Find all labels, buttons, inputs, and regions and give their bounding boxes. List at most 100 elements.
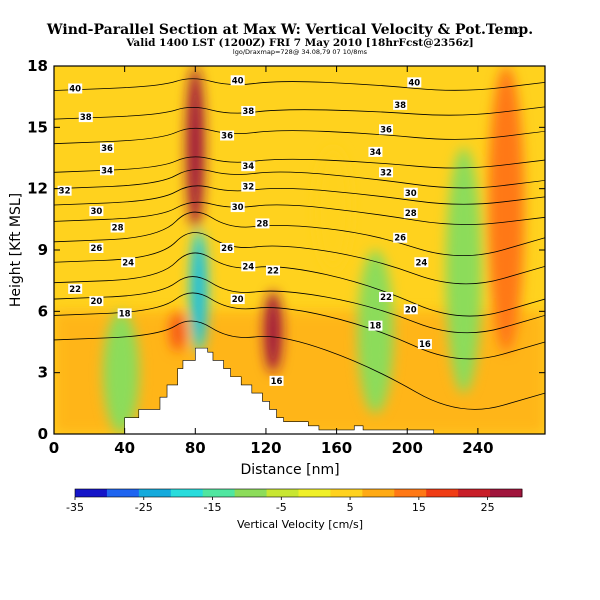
colorbar-segment — [266, 489, 299, 497]
contour-label: 18 — [370, 322, 382, 332]
contour-label-bg — [407, 77, 422, 88]
theta-contour-36 — [54, 127, 545, 145]
contour-label: 38 — [80, 113, 92, 123]
contour-label-bg — [266, 265, 281, 276]
colorbar-segment — [234, 489, 268, 497]
contour-label-bg — [230, 202, 245, 213]
contour-label-bg — [89, 206, 104, 217]
velocity-feature-rising — [488, 66, 525, 353]
contour-label-bg — [57, 185, 72, 196]
contour-label: 34 — [242, 162, 254, 172]
contour-label: 28 — [256, 219, 268, 229]
chart-title: Wind-Parallel Section at Max W: Vertical… — [46, 22, 533, 38]
colorbar-tick-label: 5 — [347, 501, 354, 514]
x-tick-label: 40 — [114, 439, 135, 457]
contour-label: 28 — [112, 224, 124, 234]
contour-label-bg — [255, 218, 270, 229]
contour-label: 36 — [101, 144, 113, 154]
x-tick-label: 200 — [392, 439, 423, 457]
contour-label: 24 — [242, 262, 254, 272]
contour-label-bg — [269, 375, 284, 386]
colorbar-segment — [426, 489, 459, 497]
y-tick-label: 6 — [38, 302, 48, 320]
velocity-feature-sink — [103, 311, 140, 434]
contour-label-bg — [68, 83, 83, 94]
colorbar-segment — [330, 489, 363, 497]
colorbar-segment — [298, 489, 331, 497]
contour-label: 26 — [221, 244, 233, 254]
velocity-feature-sink — [445, 147, 482, 394]
contour-label-bg — [403, 208, 418, 219]
contour-label-bg — [110, 222, 125, 233]
contour-label: 34 — [370, 148, 382, 158]
colorbar-segment — [170, 489, 204, 497]
contour-label-bg — [368, 146, 383, 157]
contour-label-bg — [393, 232, 408, 243]
contour-label-bg — [241, 261, 256, 272]
y-tick-label: 3 — [38, 364, 48, 382]
contour-label-bg — [403, 304, 418, 315]
contour-label: 40 — [232, 76, 244, 86]
contour-label: 32 — [242, 183, 254, 193]
theta-contour-16 — [54, 320, 545, 410]
velocity-core-updraft — [268, 297, 278, 366]
contour-label: 36 — [221, 132, 233, 142]
contour-label: 20 — [232, 295, 244, 305]
contour-label-bg — [99, 142, 114, 153]
x-tick-label: 120 — [250, 439, 281, 457]
contour-label-bg — [230, 75, 245, 86]
plot-area: 40 38 36 34 32 30 28 26 24 22 20 18 40 38 36 34 32 30 28 26… — [54, 66, 545, 434]
contour-label-bg — [393, 99, 408, 110]
contour-label: 24 — [122, 258, 134, 268]
contour-label-bg — [89, 242, 104, 253]
colorbar-segment — [106, 489, 140, 497]
contour-label-bg — [414, 257, 429, 268]
contour-label-bg — [379, 124, 394, 135]
contour-label-bg — [68, 283, 83, 294]
contour-label-bg — [99, 165, 114, 176]
x-tick-label: 160 — [321, 439, 352, 457]
chart-subtitle: Valid 1400 LST (1200Z) FRI 7 May 2010 [1… — [125, 37, 474, 49]
contour-label: 26 — [394, 234, 406, 244]
colorbar-segment — [138, 489, 172, 497]
theta-contour-22 — [54, 252, 545, 317]
x-tick-label: 80 — [185, 439, 206, 457]
velocity-core-updraft — [191, 79, 200, 216]
colorbar-tick-label: 15 — [412, 501, 426, 514]
colorbar: -35 -25 -15 -5 5 15 25 — [66, 488, 523, 514]
contour-label: 20 — [405, 305, 417, 315]
velocity-core-downdraft — [194, 239, 203, 342]
contour-label-bg — [241, 161, 256, 172]
contour-label: 36 — [380, 125, 392, 135]
colorbar-tick-label: -25 — [135, 501, 153, 514]
contour-label-bg — [403, 187, 418, 198]
contour-label: 38 — [394, 101, 406, 111]
chart-meta-line: lgo/Draxmap=728@ 34.08,79 07 10/8ms — [233, 48, 368, 56]
contour-label: 32 — [59, 187, 71, 197]
contour-label-bg — [121, 257, 136, 268]
theta-contour-18 — [54, 292, 545, 360]
x-axis-label: Distance [nm] — [240, 462, 339, 478]
contour-label: 18 — [119, 309, 131, 319]
contour-label: 16 — [419, 340, 431, 350]
colorbar-segment — [362, 489, 395, 497]
contour-label: 16 — [271, 377, 283, 387]
contour-label: 24 — [415, 258, 427, 268]
colorbar-segment — [458, 489, 491, 497]
title-mark: (C) — [512, 27, 522, 35]
theta-contour-20 — [54, 276, 545, 334]
contour-label: 22 — [380, 293, 392, 303]
theta-contour-32 — [54, 169, 545, 190]
y-tick-label: 12 — [27, 180, 48, 198]
colorbar-segment — [202, 489, 236, 497]
contour-label: 22 — [69, 285, 81, 295]
y-axis-label: Height [Kft MSL] — [8, 193, 24, 307]
theta-contour-28 — [54, 201, 545, 225]
velocity-feature-sink — [357, 250, 394, 414]
colorbar-tick-label: 25 — [481, 501, 495, 514]
contour-label-bg — [379, 292, 394, 303]
contour-label-bg — [89, 296, 104, 307]
colorbar-tick-label: -35 — [66, 501, 84, 514]
contour-label-bg — [220, 130, 235, 141]
